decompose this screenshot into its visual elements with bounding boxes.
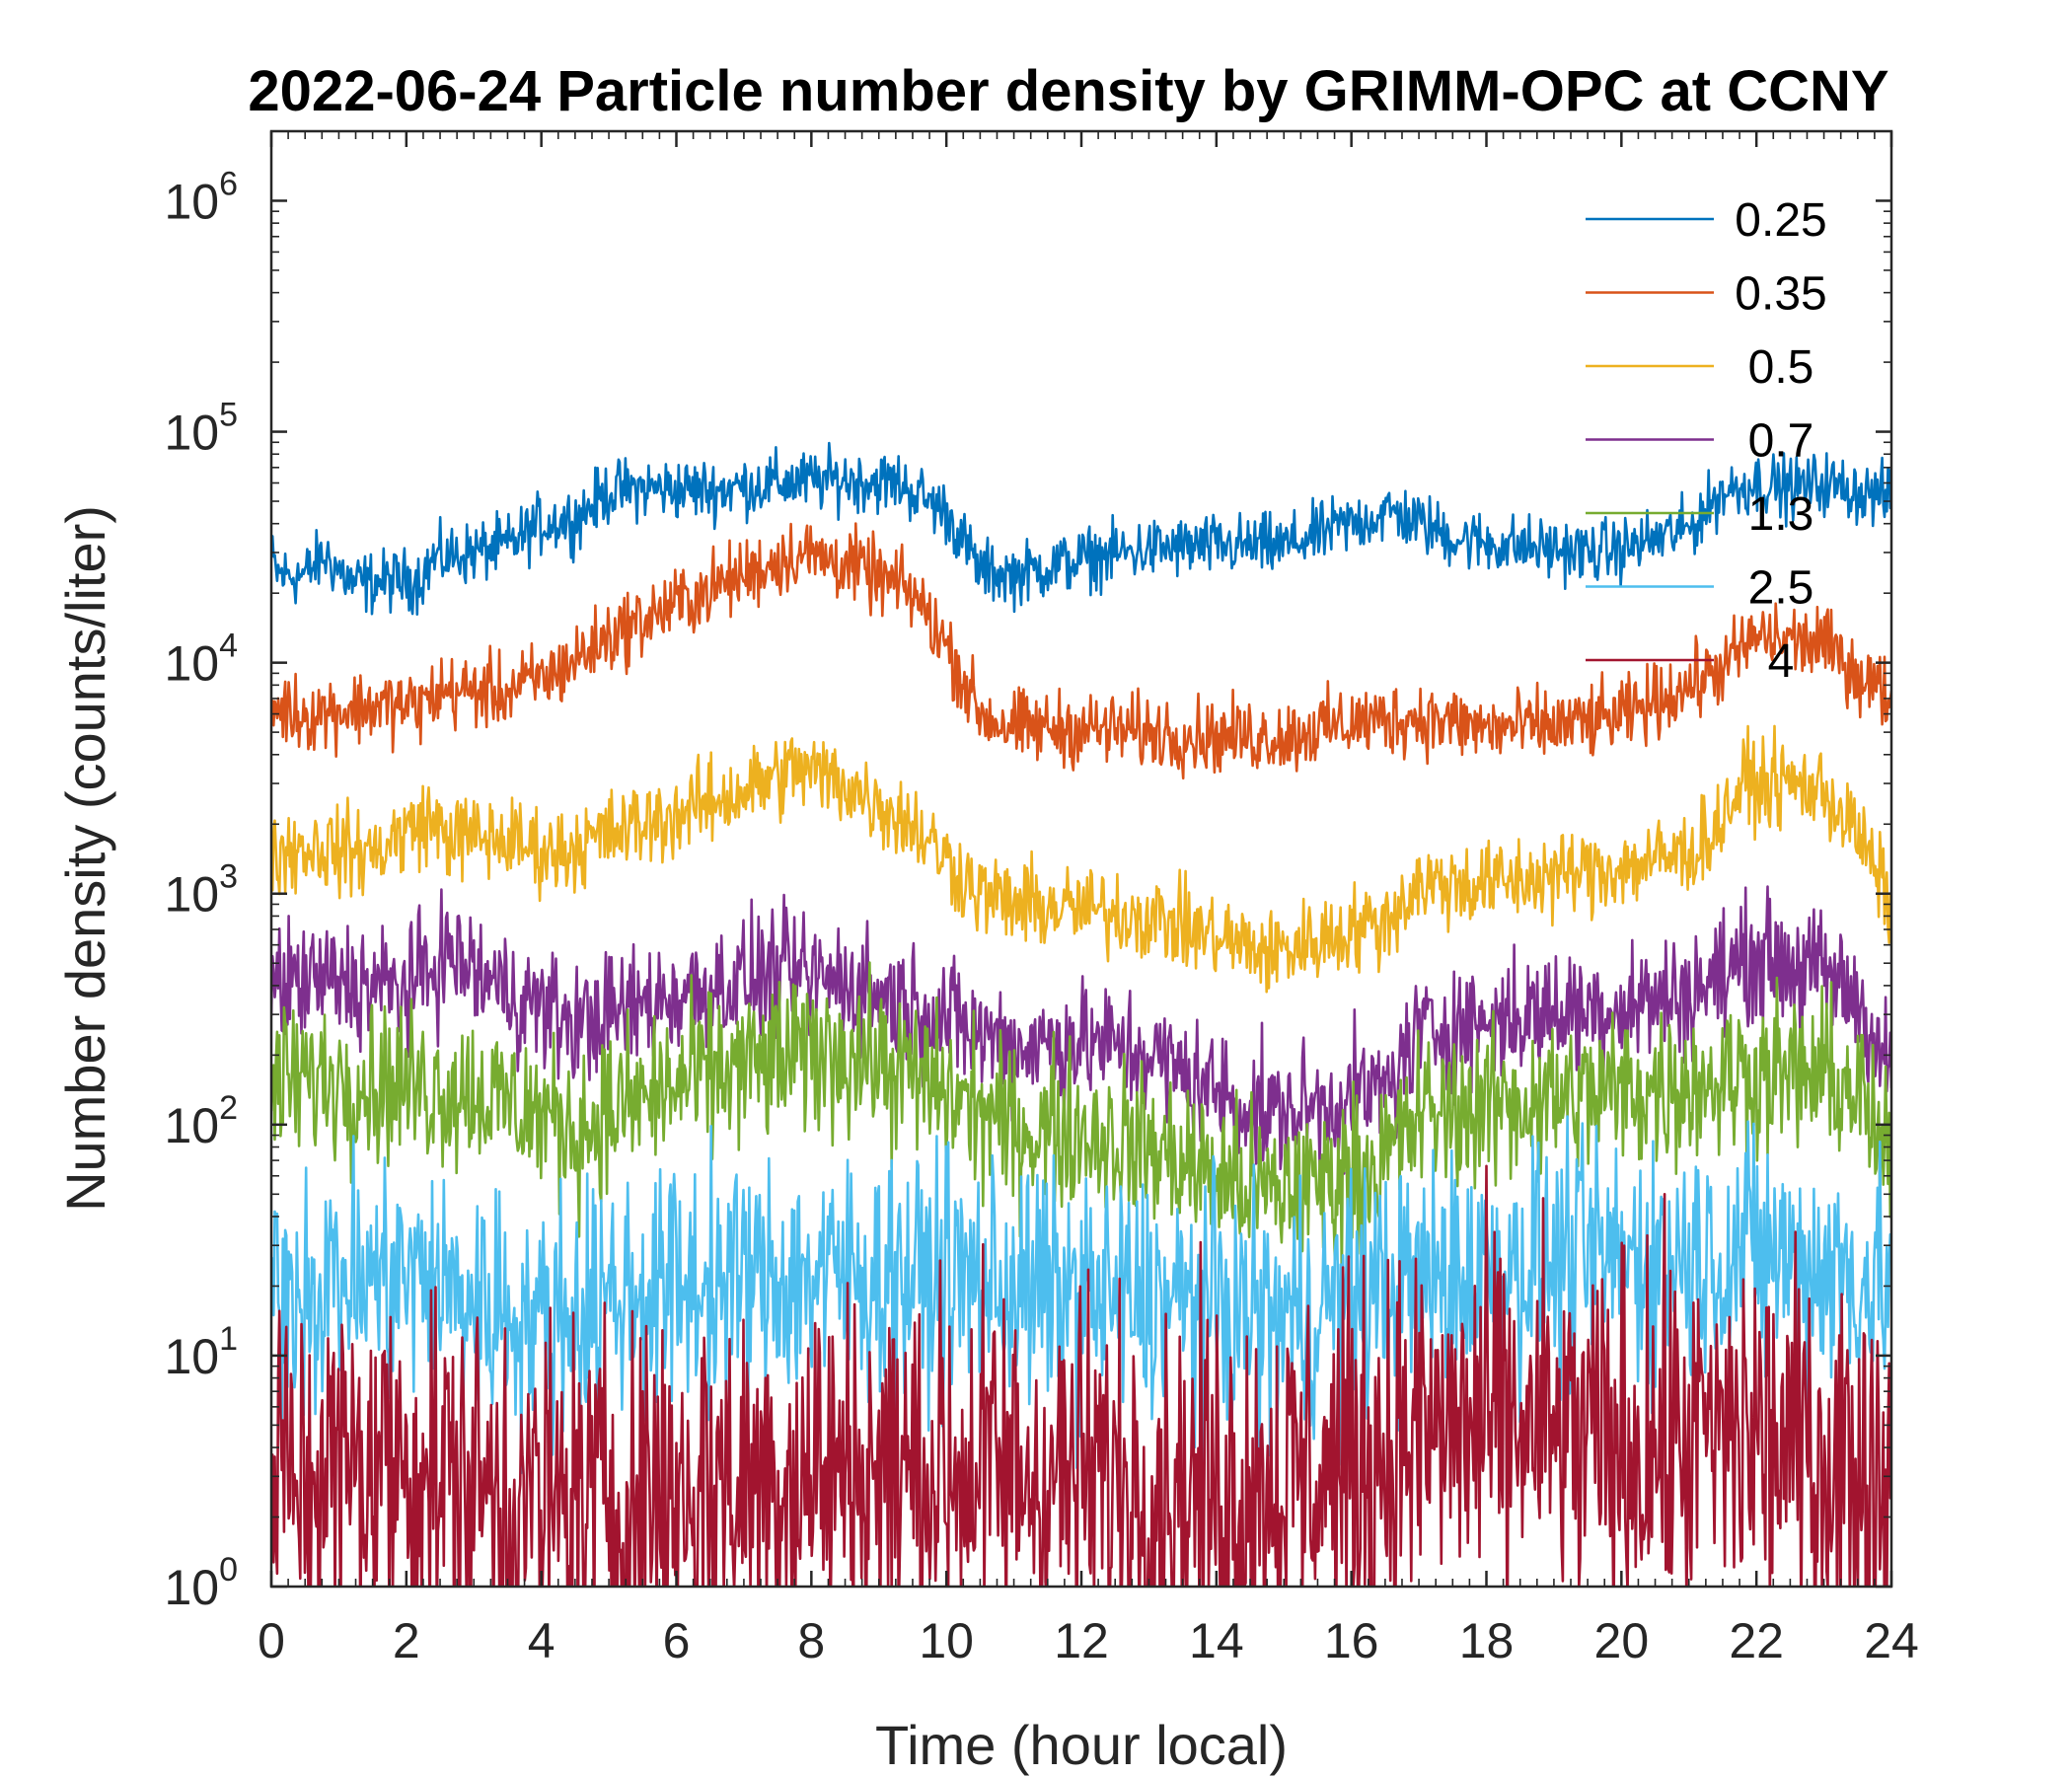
axes-layer: 0 2 4 6 8 10 12 14 16 18 20 22 241001011021031041051… [164, 129, 1919, 1668]
series-line-4 [271, 961, 1891, 1280]
series-line-2 [271, 724, 1891, 994]
y-axis-label: Number density (counts/liter) [54, 505, 116, 1212]
chart-title: 2022-06-24 Particle number density by GR… [248, 59, 1888, 123]
x-tick-label: 16 [1324, 1613, 1379, 1668]
legend-label-6: 4 [1768, 635, 1795, 688]
x-tick-label: 20 [1594, 1613, 1650, 1668]
series-line-6 [271, 1164, 1891, 1587]
series-line-0 [271, 441, 1891, 616]
x-tick-label: 18 [1459, 1613, 1515, 1668]
x-axis-label: Time (hour local) [875, 1714, 1288, 1776]
y-tick-label: 103 [164, 858, 238, 923]
y-tick-exponent: 0 [219, 1551, 238, 1589]
x-tick-label: 12 [1054, 1613, 1109, 1668]
legend-label-4: 1.3 [1748, 488, 1814, 541]
legend-label-2: 0.5 [1748, 341, 1814, 394]
y-tick-exponent: 5 [219, 397, 238, 434]
x-tick-label: 6 [663, 1613, 691, 1668]
x-tick-label: 14 [1189, 1613, 1244, 1668]
x-tick-label: 22 [1729, 1613, 1784, 1668]
x-tick-label: 8 [797, 1613, 825, 1668]
series-line-5 [271, 1115, 1891, 1483]
x-tick-label: 4 [528, 1613, 555, 1668]
legend: 0.25 0.35 0.5 0.7 1.3 2.5 4 [1586, 194, 1827, 688]
x-tick-label: 2 [393, 1613, 420, 1668]
legend-label-3: 0.7 [1748, 415, 1814, 468]
legend-label-0: 0.25 [1735, 194, 1826, 247]
y-tick-exponent: 4 [219, 628, 238, 665]
y-tick-exponent: 1 [219, 1320, 238, 1358]
x-tick-label: 24 [1864, 1613, 1919, 1668]
x-tick-label: 0 [258, 1613, 285, 1668]
x-tick-label: 10 [919, 1613, 974, 1668]
legend-label-1: 0.35 [1735, 268, 1826, 321]
y-tick-exponent: 6 [219, 165, 238, 202]
series-layer [271, 441, 1891, 1587]
y-tick-exponent: 3 [219, 858, 238, 896]
legend-label-5: 2.5 [1748, 562, 1814, 615]
series-line-3 [271, 885, 1891, 1175]
series-line-1 [271, 522, 1891, 780]
y-tick-exponent: 2 [219, 1089, 238, 1127]
